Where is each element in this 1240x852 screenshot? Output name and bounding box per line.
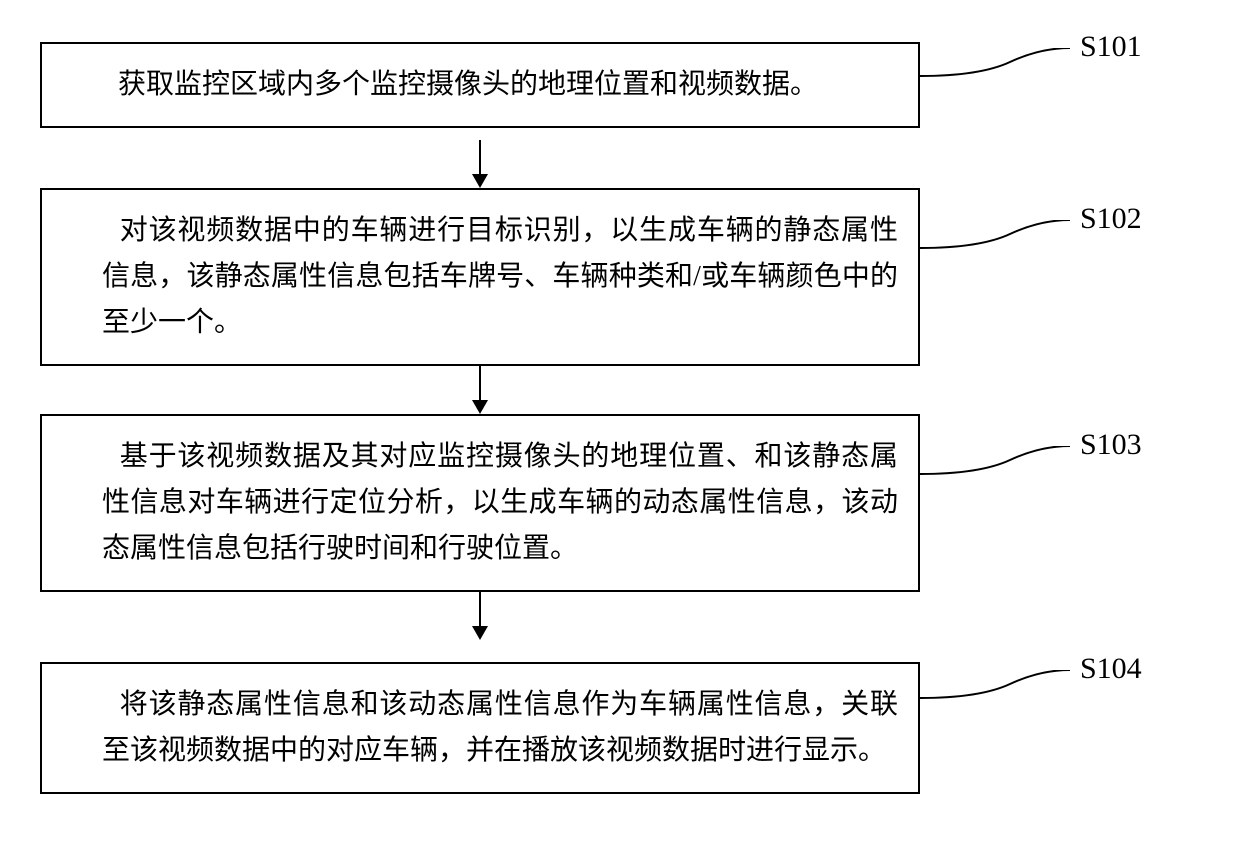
- curve-line: [920, 446, 1070, 506]
- step-label: S104: [1080, 652, 1142, 686]
- step-box-s104: 将该静态属性信息和该动态属性信息作为车辆属性信息，关联至该视频数据中的对应车辆，…: [40, 662, 920, 794]
- step-label: S103: [1080, 428, 1142, 462]
- step-box-s101: 获取监控区域内多个监控摄像头的地理位置和视频数据。: [40, 42, 920, 128]
- step-box-s102: 对该视频数据中的车辆进行目标识别，以生成车辆的静态属性信息，该静态属性信息包括车…: [40, 188, 920, 366]
- step-label: S101: [1080, 30, 1142, 64]
- step-row: 将该静态属性信息和该动态属性信息作为车辆属性信息，关联至该视频数据中的对应车辆，…: [40, 640, 1200, 815]
- arrow-icon: [465, 140, 495, 188]
- label-connector: S104: [920, 640, 1200, 815]
- step-text: 对该视频数据中的车辆进行目标识别，以生成车辆的静态属性信息，该静态属性信息包括车…: [62, 215, 898, 338]
- step-row: 对该视频数据中的车辆进行目标识别，以生成车辆的静态属性信息，该静态属性信息包括车…: [40, 188, 1200, 366]
- step-text: 获取监控区域内多个监控摄像头的地理位置和视频数据。: [62, 69, 818, 100]
- step-row: 基于该视频数据及其对应监控摄像头的地理位置、和该静态属性信息对车辆进行定位分析，…: [40, 414, 1200, 592]
- curve-line: [920, 670, 1070, 730]
- label-connector: S103: [920, 416, 1200, 591]
- curve-line: [920, 48, 1070, 108]
- label-connector: S101: [920, 30, 1200, 140]
- arrow-down: [40, 366, 920, 414]
- step-label: S102: [1080, 202, 1142, 236]
- step-box-s103: 基于该视频数据及其对应监控摄像头的地理位置、和该静态属性信息对车辆进行定位分析，…: [40, 414, 920, 592]
- step-text: 将该静态属性信息和该动态属性信息作为车辆属性信息，关联至该视频数据中的对应车辆，…: [62, 689, 898, 766]
- arrow-icon: [465, 592, 495, 640]
- step-text: 基于该视频数据及其对应监控摄像头的地理位置、和该静态属性信息对车辆进行定位分析，…: [62, 441, 898, 564]
- flowchart-container: 获取监控区域内多个监控摄像头的地理位置和视频数据。 S101 对该视频数据中的车…: [40, 30, 1200, 815]
- step-row: 获取监控区域内多个监控摄像头的地理位置和视频数据。 S101: [40, 30, 1200, 140]
- arrow-down: [40, 140, 920, 188]
- label-connector: S102: [920, 190, 1200, 365]
- arrow-down: [40, 592, 920, 640]
- arrow-icon: [465, 366, 495, 414]
- curve-line: [920, 220, 1070, 280]
